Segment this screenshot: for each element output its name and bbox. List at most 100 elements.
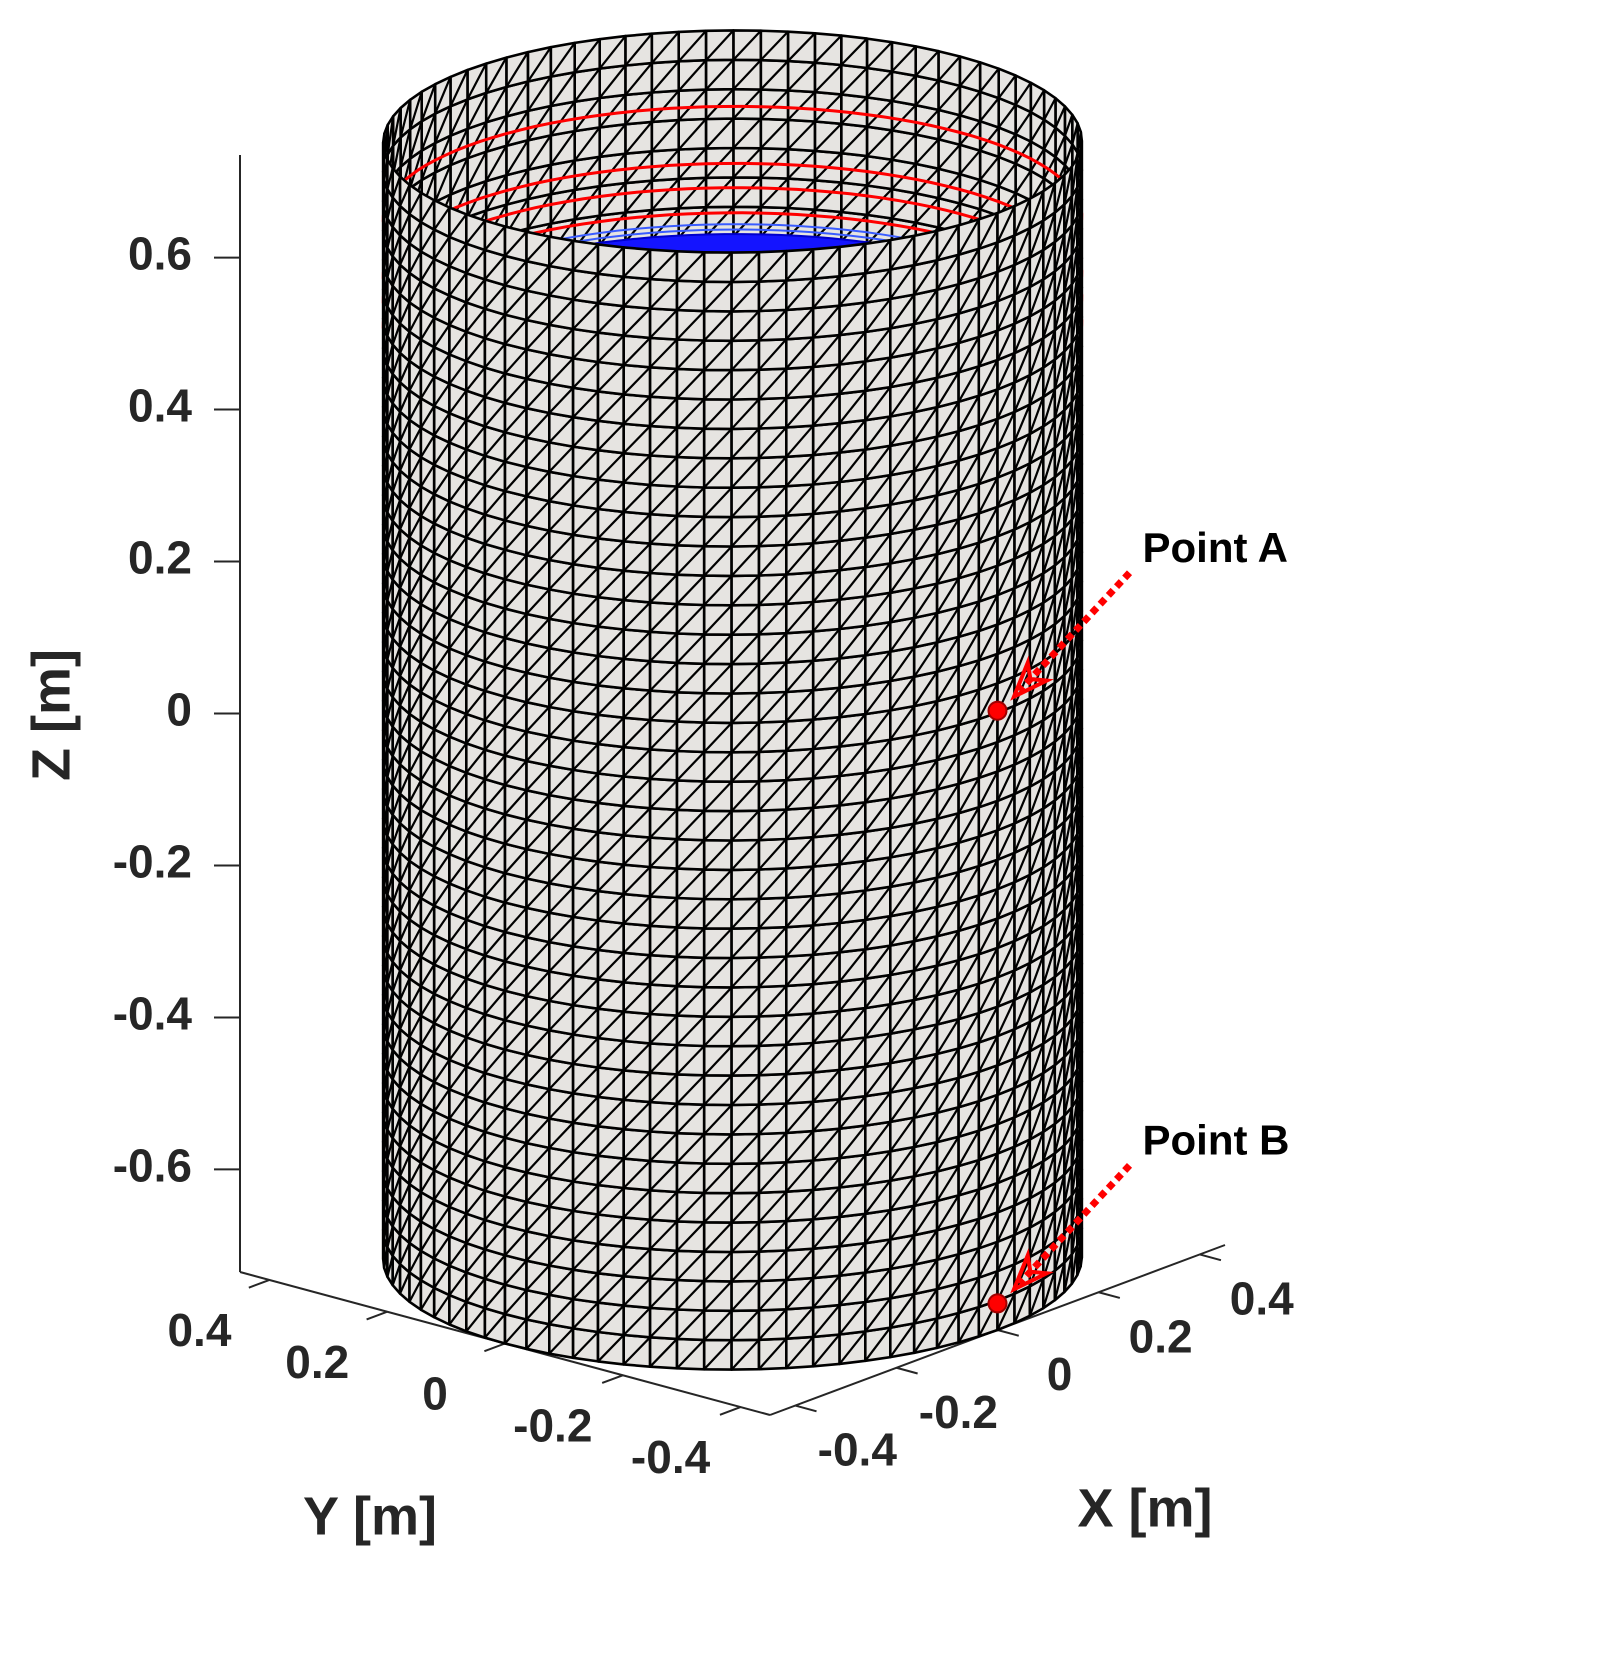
mesh-diagonal [624, 121, 653, 155]
mesh-diagonal [759, 119, 789, 150]
mesh-diagonal [866, 188, 893, 216]
mesh-diagonal [409, 120, 423, 159]
mesh-diagonal [598, 35, 627, 70]
mesh-diagonal [399, 128, 412, 168]
mesh-diagonal [505, 51, 529, 88]
mesh-diagonal [505, 80, 529, 117]
mesh-diagonal [914, 109, 940, 136]
mesh-diagonal [505, 110, 529, 147]
mesh-diagonal [650, 31, 680, 64]
y-tick-label: 0.4 [167, 1304, 231, 1356]
mesh-diagonal [866, 100, 893, 128]
mesh-diagonal [420, 142, 437, 181]
x-tick-label: 0 [1047, 1348, 1073, 1400]
x-tick-label: 0.2 [1129, 1310, 1193, 1362]
mesh-diagonal [650, 119, 680, 152]
mesh-diagonal [485, 57, 508, 94]
mesh-diagonal [624, 179, 653, 214]
z-tick-label: -0.6 [113, 1140, 192, 1192]
mesh-diagonal [549, 130, 576, 166]
mesh-diagonal [485, 115, 508, 153]
mesh-diagonal [449, 98, 469, 137]
z-tick-label: -0.4 [113, 988, 193, 1040]
x-tick [1199, 1253, 1222, 1262]
mesh-diagonal [814, 123, 843, 152]
z-tick-label: -0.2 [113, 836, 192, 888]
mesh-diagonal [434, 164, 452, 203]
mesh-diagonal [891, 133, 917, 161]
x-tick [1098, 1291, 1121, 1299]
mesh-diagonal [434, 105, 452, 144]
y-tick-label: -0.2 [513, 1399, 592, 1451]
mesh-diagonal [549, 189, 576, 225]
mesh-diagonal [466, 63, 488, 100]
mesh-diagonal [732, 29, 762, 61]
mesh-diagonal [937, 143, 961, 170]
mesh-diagonal [840, 37, 868, 66]
x-tick [795, 1404, 817, 1413]
z-tick-label: 0 [166, 684, 192, 736]
mesh-diagonal [759, 30, 789, 61]
mesh-diagonal [937, 114, 961, 141]
mesh-diagonal [787, 120, 816, 151]
mesh-diagonal [650, 89, 680, 123]
mesh-diagonal [840, 67, 868, 96]
mesh-diagonal [891, 74, 917, 102]
mesh-diagonal [814, 64, 843, 93]
y-tick-label: -0.4 [631, 1431, 711, 1483]
y-tick [719, 1406, 741, 1416]
mesh-diagonal [787, 91, 816, 121]
x-tick-label: -0.4 [818, 1424, 898, 1476]
y-tick-label: 0 [422, 1368, 448, 1420]
mesh-diagonal [732, 118, 762, 149]
mesh-diagonal [598, 123, 627, 158]
mesh-diagonal [814, 34, 843, 64]
mesh-diagonal [705, 59, 735, 91]
mesh-diagonal [573, 185, 601, 220]
y-tick-label: 0.2 [285, 1336, 349, 1388]
mesh-diagonal [937, 55, 961, 82]
mesh-diagonal [527, 193, 552, 230]
mesh-diagonal [914, 138, 940, 165]
x-tick-label: -0.2 [919, 1386, 998, 1438]
mesh-diagonal [937, 202, 961, 229]
mesh-diagonal [598, 182, 627, 217]
mesh-diagonal [866, 70, 893, 99]
mesh-diagonal [549, 101, 576, 137]
mesh-diagonal [650, 178, 680, 211]
mesh-diagonal [527, 105, 552, 141]
z-tick-label: 0.6 [128, 228, 192, 280]
mesh-diagonal [840, 184, 868, 213]
mesh-diagonal [650, 60, 680, 94]
mesh-diagonal [549, 71, 576, 107]
mesh-diagonal [449, 69, 469, 107]
mesh-diagonal [705, 117, 735, 150]
mesh-diagonal [677, 118, 707, 151]
mesh-diagonal [732, 59, 762, 90]
mesh-diagonal [914, 79, 940, 106]
mesh-diagonal [505, 139, 529, 176]
mesh-diagonal [891, 104, 917, 132]
mesh-diagonal [732, 176, 762, 208]
mesh-diagonal [705, 88, 735, 120]
mesh-diagonal [759, 177, 789, 208]
y-tick [248, 1279, 270, 1289]
mesh-diagonal [759, 89, 789, 120]
mesh-diagonal [485, 145, 508, 182]
mesh-diagonal [466, 121, 488, 159]
mesh-diagonal [624, 62, 653, 96]
mesh-diagonal [598, 94, 627, 129]
mesh-diagonal [598, 64, 627, 99]
z-tick-label: 0.2 [128, 532, 192, 584]
mesh-diagonal [705, 29, 735, 61]
mesh-diagonal [866, 129, 893, 157]
mesh-diagonal [840, 96, 868, 125]
mesh-diagonal [677, 59, 707, 92]
mesh-diagonal [732, 88, 762, 120]
y-tick [601, 1374, 624, 1384]
mesh-diagonal [866, 41, 893, 69]
mesh-diagonal [434, 135, 452, 173]
mesh-diagonal [449, 128, 469, 166]
